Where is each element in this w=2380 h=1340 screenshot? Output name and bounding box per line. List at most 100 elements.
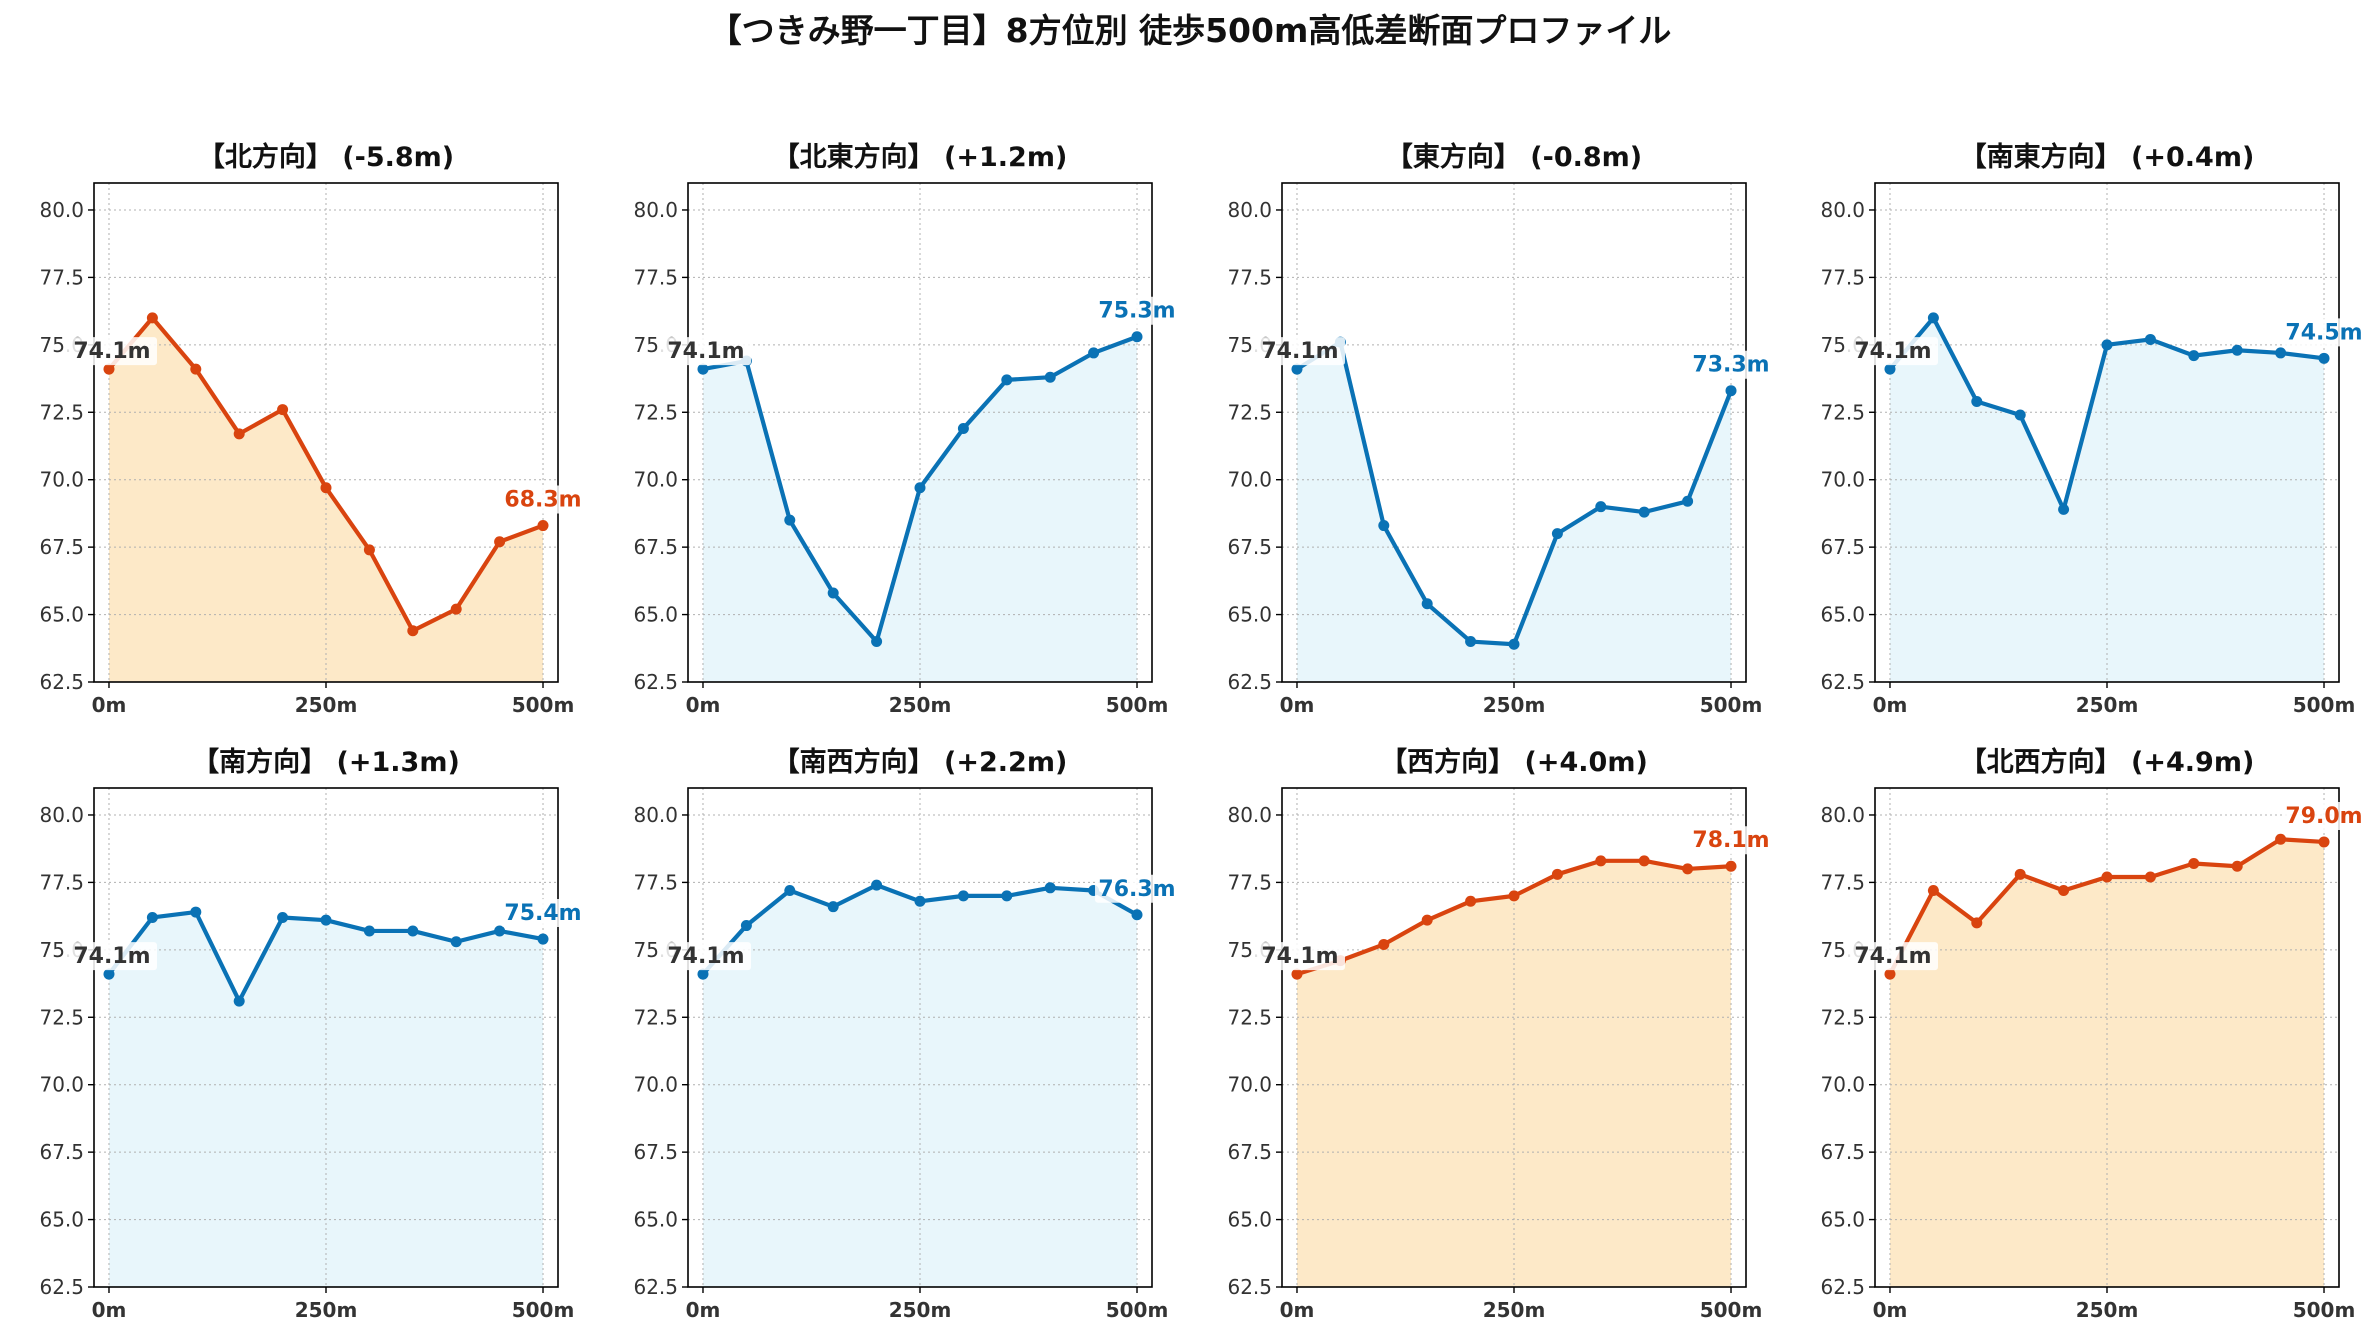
area-fill — [1296, 342, 1732, 682]
panels: 【北方向】 (-5.8m)62.565.067.570.072.575.077.… — [39, 141, 2369, 1322]
y-tick-label: 67.5 — [39, 1140, 84, 1164]
start-label-bg — [1847, 942, 1938, 971]
data-point — [2014, 409, 2026, 421]
y-tick-label: 62.5 — [39, 1275, 84, 1299]
data-point — [2275, 833, 2287, 845]
end-label: 73.3m — [1692, 353, 1769, 378]
data-point — [1638, 855, 1650, 867]
data-point — [537, 933, 549, 945]
data-point — [1927, 312, 1939, 324]
data-point — [827, 901, 839, 913]
panel-title: 【南西方向】 (+2.2m) — [773, 746, 1068, 778]
y-tick-label: 80.0 — [633, 803, 678, 827]
y-tick-label: 67.5 — [633, 535, 678, 559]
y-tick-label: 70.0 — [39, 468, 84, 492]
data-point — [784, 514, 796, 526]
data-point — [1465, 895, 1477, 907]
end-label-bg — [501, 485, 588, 514]
y-tick-label: 77.5 — [633, 870, 678, 894]
end-label-bg — [1689, 826, 1776, 855]
data-point — [1465, 636, 1477, 648]
data-point — [1971, 395, 1983, 407]
y-tick-label: 62.5 — [1820, 670, 1865, 694]
y-tick-label: 65.0 — [633, 603, 678, 627]
data-point — [784, 884, 796, 896]
end-label: 78.1m — [1692, 828, 1769, 853]
data-point — [1421, 598, 1433, 610]
x-tick-label: 500m — [512, 1298, 575, 1322]
y-tick-label: 62.5 — [39, 670, 84, 694]
x-tick-label: 0m — [686, 693, 721, 717]
x-tick-label: 250m — [295, 1298, 358, 1322]
data-point — [1001, 890, 1013, 902]
y-tick-label: 62.5 — [633, 1275, 678, 1299]
start-label-bg — [660, 337, 751, 366]
x-tick-label: 250m — [2076, 1298, 2139, 1322]
data-point — [494, 925, 506, 937]
data-point — [1927, 884, 1939, 896]
start-label: 74.1m — [667, 339, 744, 364]
data-point — [1551, 528, 1563, 540]
data-point — [233, 428, 245, 440]
data-point — [1378, 520, 1390, 532]
data-point — [2275, 347, 2287, 359]
data-point — [146, 911, 158, 923]
data-point — [1508, 638, 1520, 650]
end-label-bg — [2282, 318, 2369, 347]
data-point — [363, 925, 375, 937]
start-label: 74.1m — [1854, 944, 1931, 969]
start-label: 74.1m — [73, 944, 150, 969]
data-point — [1001, 374, 1013, 386]
data-point — [320, 914, 332, 926]
x-tick-label: 250m — [889, 693, 952, 717]
end-label: 68.3m — [504, 488, 581, 513]
area-fill — [702, 885, 1138, 1287]
y-tick-label: 62.5 — [1227, 670, 1272, 694]
end-label-bg — [1095, 874, 1182, 903]
panel-8: 【北西方向】 (+4.9m)62.565.067.570.072.575.077… — [1820, 746, 2369, 1322]
start-label-bg — [1847, 337, 1938, 366]
data-point — [2318, 352, 2330, 364]
data-point — [1884, 968, 1896, 980]
x-tick-label: 500m — [2293, 693, 2356, 717]
data-point — [2318, 836, 2330, 848]
y-tick-label: 77.5 — [1227, 870, 1272, 894]
y-tick-label: 72.5 — [1820, 1005, 1865, 1029]
data-point — [2014, 868, 2026, 880]
x-tick-label: 500m — [1700, 693, 1763, 717]
y-tick-label: 80.0 — [39, 803, 84, 827]
panel-title: 【南東方向】 (+0.4m) — [1960, 141, 2255, 173]
start-label: 74.1m — [1261, 944, 1338, 969]
panel-1: 【北方向】 (-5.8m)62.565.067.570.072.575.077.… — [39, 141, 588, 717]
x-tick-label: 0m — [1873, 693, 1908, 717]
data-point — [1884, 363, 1896, 375]
data-point — [827, 587, 839, 599]
data-point — [233, 995, 245, 1007]
data-point — [914, 482, 926, 494]
x-tick-label: 500m — [2293, 1298, 2356, 1322]
y-tick-label: 72.5 — [1227, 1005, 1272, 1029]
y-tick-label: 67.5 — [1820, 535, 1865, 559]
y-tick-label: 67.5 — [1820, 1140, 1865, 1164]
y-tick-label: 72.5 — [1227, 400, 1272, 424]
y-tick-label: 70.0 — [1820, 1073, 1865, 1097]
data-point — [1682, 495, 1694, 507]
data-point — [320, 482, 332, 494]
data-point — [871, 636, 883, 648]
panel-7: 【西方向】 (+4.0m)62.565.067.570.072.575.077.… — [1227, 746, 1776, 1322]
y-tick-label: 65.0 — [1820, 1208, 1865, 1232]
x-tick-label: 500m — [1106, 693, 1169, 717]
panel-title: 【南方向】 (+1.3m) — [192, 746, 460, 778]
x-tick-label: 0m — [1280, 693, 1315, 717]
data-point — [1291, 968, 1303, 980]
data-point — [957, 422, 969, 434]
panel-2: 【北東方向】 (+1.2m)62.565.067.570.072.575.077… — [633, 141, 1182, 717]
x-tick-label: 500m — [1106, 1298, 1169, 1322]
data-point — [697, 968, 709, 980]
y-tick-label: 72.5 — [39, 400, 84, 424]
data-point — [1044, 371, 1056, 383]
data-point — [1291, 363, 1303, 375]
data-point — [2101, 339, 2113, 351]
panel-5: 【南方向】 (+1.3m)62.565.067.570.072.575.077.… — [39, 746, 588, 1322]
data-point — [1595, 855, 1607, 867]
